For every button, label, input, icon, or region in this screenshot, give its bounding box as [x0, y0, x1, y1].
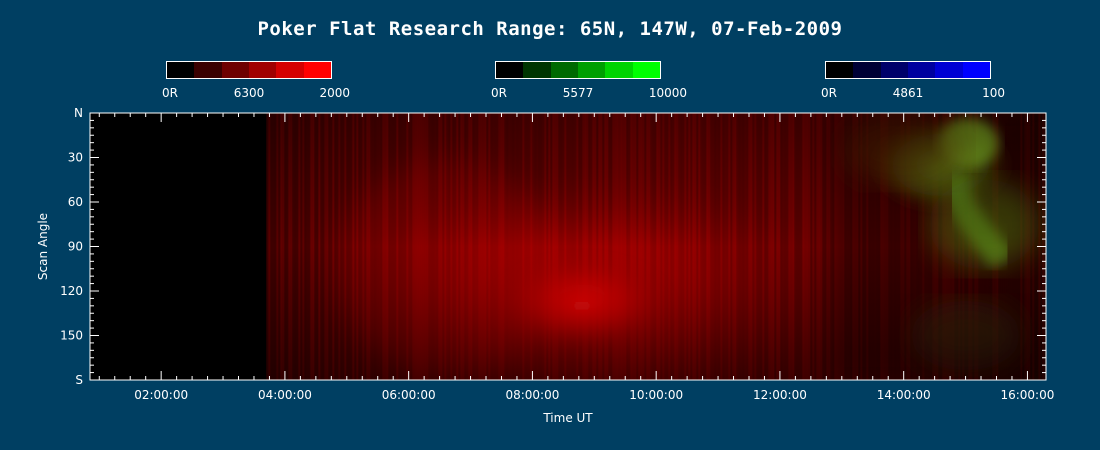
- colorbar-swatch: [935, 62, 963, 78]
- colorbar-swatch: [907, 62, 936, 78]
- x-axis-label: Time UT: [542, 411, 593, 425]
- colorbar-swatch: [853, 62, 881, 78]
- colorbar-swatch: [826, 62, 854, 78]
- y-tick-label: 30: [68, 151, 83, 165]
- colorbar-swatch: [577, 62, 606, 78]
- x-tick-label: 02:00:00: [134, 388, 188, 402]
- colorbar-min-label: 0R: [162, 86, 178, 100]
- vertical-shading: [266, 113, 1046, 380]
- x-tick-label: 14:00:00: [877, 388, 931, 402]
- colorbar-blue-4861: 0R 4861 100: [821, 61, 1005, 102]
- colorbar-swatch: [303, 62, 331, 78]
- colorbar-max-label: 2000: [319, 86, 350, 100]
- colorbar-swatch: [632, 62, 660, 78]
- colorbar-red-6300: 0R 6300 2000: [162, 61, 350, 102]
- colorbar-wavelength-label: 6300: [233, 86, 265, 100]
- colorbar-green-5577: 0R 5577 10000: [491, 61, 687, 102]
- colorbar-swatch: [496, 62, 524, 78]
- colorbar-min-label: 0R: [821, 86, 837, 100]
- colorbar-max-label: 100: [982, 86, 1005, 100]
- y-tick-label: 120: [60, 284, 83, 298]
- page-title: Poker Flat Research Range: 65N, 147W, 07…: [257, 18, 843, 40]
- y-tick-label: 60: [68, 195, 83, 209]
- colorbar-swatch: [523, 62, 551, 78]
- colorbar-swatch: [962, 62, 990, 78]
- colorbar-swatch: [605, 62, 633, 78]
- y-tick-label: S: [75, 373, 83, 387]
- colorbar-max-label: 10000: [648, 86, 687, 100]
- x-axis: 02:00:00 04:00:00 06:00:00 08:00:00 10:00:00…: [98, 113, 1054, 425]
- colorbar-strip: [495, 61, 661, 79]
- colorbar-swatch: [276, 62, 304, 78]
- x-tick-label: 06:00:00: [382, 388, 436, 402]
- y-axis: N 30 60 90 120 150 S Scan Angle: [36, 106, 1046, 387]
- y-tick-label: N: [74, 106, 83, 120]
- x-tick-label: 16:00:00: [1000, 388, 1054, 402]
- x-tick-label: 10:00:00: [629, 388, 683, 402]
- y-tick-label: 150: [60, 329, 83, 343]
- x-tick-label: 08:00:00: [505, 388, 559, 402]
- colorbar-wavelength-label: 4861: [892, 86, 924, 100]
- colorbar-swatch: [248, 62, 277, 78]
- y-axis-label: Scan Angle: [36, 213, 50, 280]
- colorbar-swatch: [880, 62, 908, 78]
- x-tick-label: 04:00:00: [258, 388, 312, 402]
- colorbar-swatch: [221, 62, 249, 78]
- colorbar-swatch: [167, 62, 195, 78]
- colorbar-swatch: [194, 62, 222, 78]
- colorbar-swatch: [550, 62, 578, 78]
- colorbar-strip: [825, 61, 991, 79]
- y-tick-label: 90: [68, 240, 83, 254]
- colorbar-min-label: 0R: [491, 86, 507, 100]
- colorbar-strip: [166, 61, 332, 79]
- x-tick-label: 12:00:00: [753, 388, 807, 402]
- colorbar-wavelength-label: 5577: [562, 86, 594, 100]
